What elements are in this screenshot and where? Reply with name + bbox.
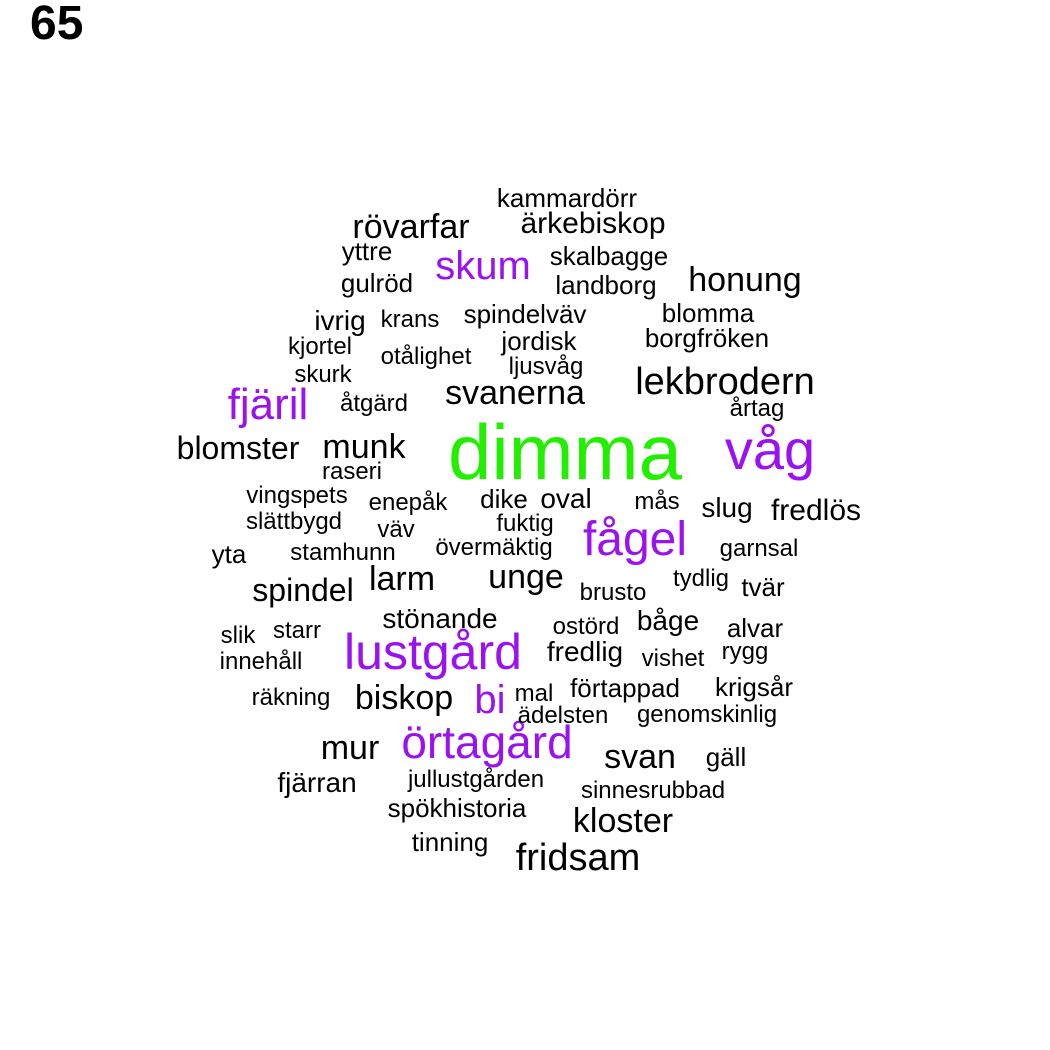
word-58: tvär bbox=[741, 572, 785, 602]
word-20: spindel bbox=[252, 572, 354, 608]
word-74: gäll bbox=[705, 742, 747, 772]
word-79: tinning bbox=[411, 827, 489, 857]
word-29: gulröd bbox=[340, 268, 414, 298]
word-40: skurk bbox=[294, 361, 352, 388]
word-27: yttre bbox=[341, 236, 393, 266]
word-7: bi bbox=[474, 678, 506, 722]
word-8: lekbrodern bbox=[635, 361, 815, 403]
word-47: oval bbox=[540, 483, 592, 514]
word-36: jordisk bbox=[501, 326, 577, 356]
word-60: ostörd bbox=[552, 613, 620, 640]
word-14: unge bbox=[488, 558, 564, 596]
word-46: dike bbox=[480, 484, 528, 514]
word-12: svanerna bbox=[445, 374, 585, 412]
word-28: skalbagge bbox=[549, 241, 669, 271]
word-4: örtagård bbox=[401, 716, 573, 768]
word-41: åtgärd bbox=[339, 390, 409, 417]
word-0: dimma bbox=[447, 408, 683, 496]
word-23: ärkebiskop bbox=[520, 207, 666, 240]
word-43: raseri bbox=[321, 458, 383, 485]
word-69: mal bbox=[514, 680, 554, 707]
word-48: mås bbox=[634, 488, 680, 515]
word-63: slik bbox=[220, 622, 256, 649]
word-2: lustgård bbox=[344, 624, 522, 680]
word-10: rövarfar bbox=[352, 208, 470, 246]
word-71: krigsår bbox=[714, 672, 794, 702]
word-31: ivrig bbox=[314, 305, 366, 336]
word-67: rygg bbox=[721, 638, 769, 665]
word-9: fridsam bbox=[515, 837, 641, 879]
word-51: väv bbox=[377, 516, 415, 543]
word-37: borgfröken bbox=[644, 323, 770, 353]
word-54: stamhunn bbox=[290, 539, 396, 566]
word-26: kammardörr bbox=[496, 183, 638, 213]
word-16: mur bbox=[320, 729, 380, 767]
word-34: blomma bbox=[661, 298, 755, 328]
word-70: förtappad bbox=[570, 673, 680, 703]
word-56: garnsal bbox=[719, 535, 799, 562]
word-32: krans bbox=[380, 306, 440, 333]
word-55: övermäktig bbox=[435, 534, 553, 561]
word-18: kloster bbox=[572, 802, 674, 840]
word-78: spökhistoria bbox=[387, 793, 527, 823]
word-66: vishet bbox=[641, 645, 705, 672]
word-44: vingspets bbox=[246, 482, 348, 509]
word-22: fredlös bbox=[770, 494, 862, 527]
word-38: otålighet bbox=[380, 343, 472, 370]
word-76: jullustgården bbox=[407, 766, 545, 793]
word-64: starr bbox=[273, 617, 321, 644]
word-1: våg bbox=[724, 418, 816, 481]
word-24: stönande bbox=[382, 603, 498, 634]
word-15: biskop bbox=[354, 679, 454, 717]
word-39: ljusvåg bbox=[508, 353, 584, 380]
word-13: munk bbox=[322, 428, 406, 466]
word-49: slug bbox=[701, 492, 753, 523]
word-77: sinnesrubbad bbox=[580, 777, 726, 804]
word-62: alvar bbox=[726, 613, 784, 643]
word-61: båge bbox=[636, 605, 700, 636]
word-53: yta bbox=[211, 539, 247, 569]
word-19: larm bbox=[368, 560, 436, 598]
word-65: innehåll bbox=[219, 648, 303, 675]
word-73: genomskinlig bbox=[636, 701, 778, 728]
word-3: fågel bbox=[582, 513, 688, 566]
corner-label: 65 bbox=[30, 0, 84, 50]
word-45: enepåk bbox=[368, 489, 448, 516]
word-57: tydlig bbox=[672, 565, 730, 592]
word-30: landborg bbox=[555, 270, 657, 300]
word-75: fjärran bbox=[277, 767, 357, 798]
word-59: brusto bbox=[579, 579, 647, 606]
word-25: fredlig bbox=[546, 636, 624, 667]
word-52: fuktig bbox=[496, 510, 554, 537]
word-35: kjortel bbox=[287, 333, 353, 360]
word-6: skum bbox=[435, 244, 531, 288]
word-68: räkning bbox=[251, 684, 331, 711]
word-11: honung bbox=[688, 261, 802, 299]
word-21: blomster bbox=[176, 430, 300, 466]
word-72: ädelsten bbox=[517, 702, 609, 729]
word-50: slättbygd bbox=[245, 508, 343, 535]
word-33: spindelväv bbox=[463, 299, 587, 329]
word-5: fjäril bbox=[227, 380, 309, 429]
word-17: svan bbox=[604, 738, 676, 776]
word-42: årtag bbox=[729, 395, 785, 422]
